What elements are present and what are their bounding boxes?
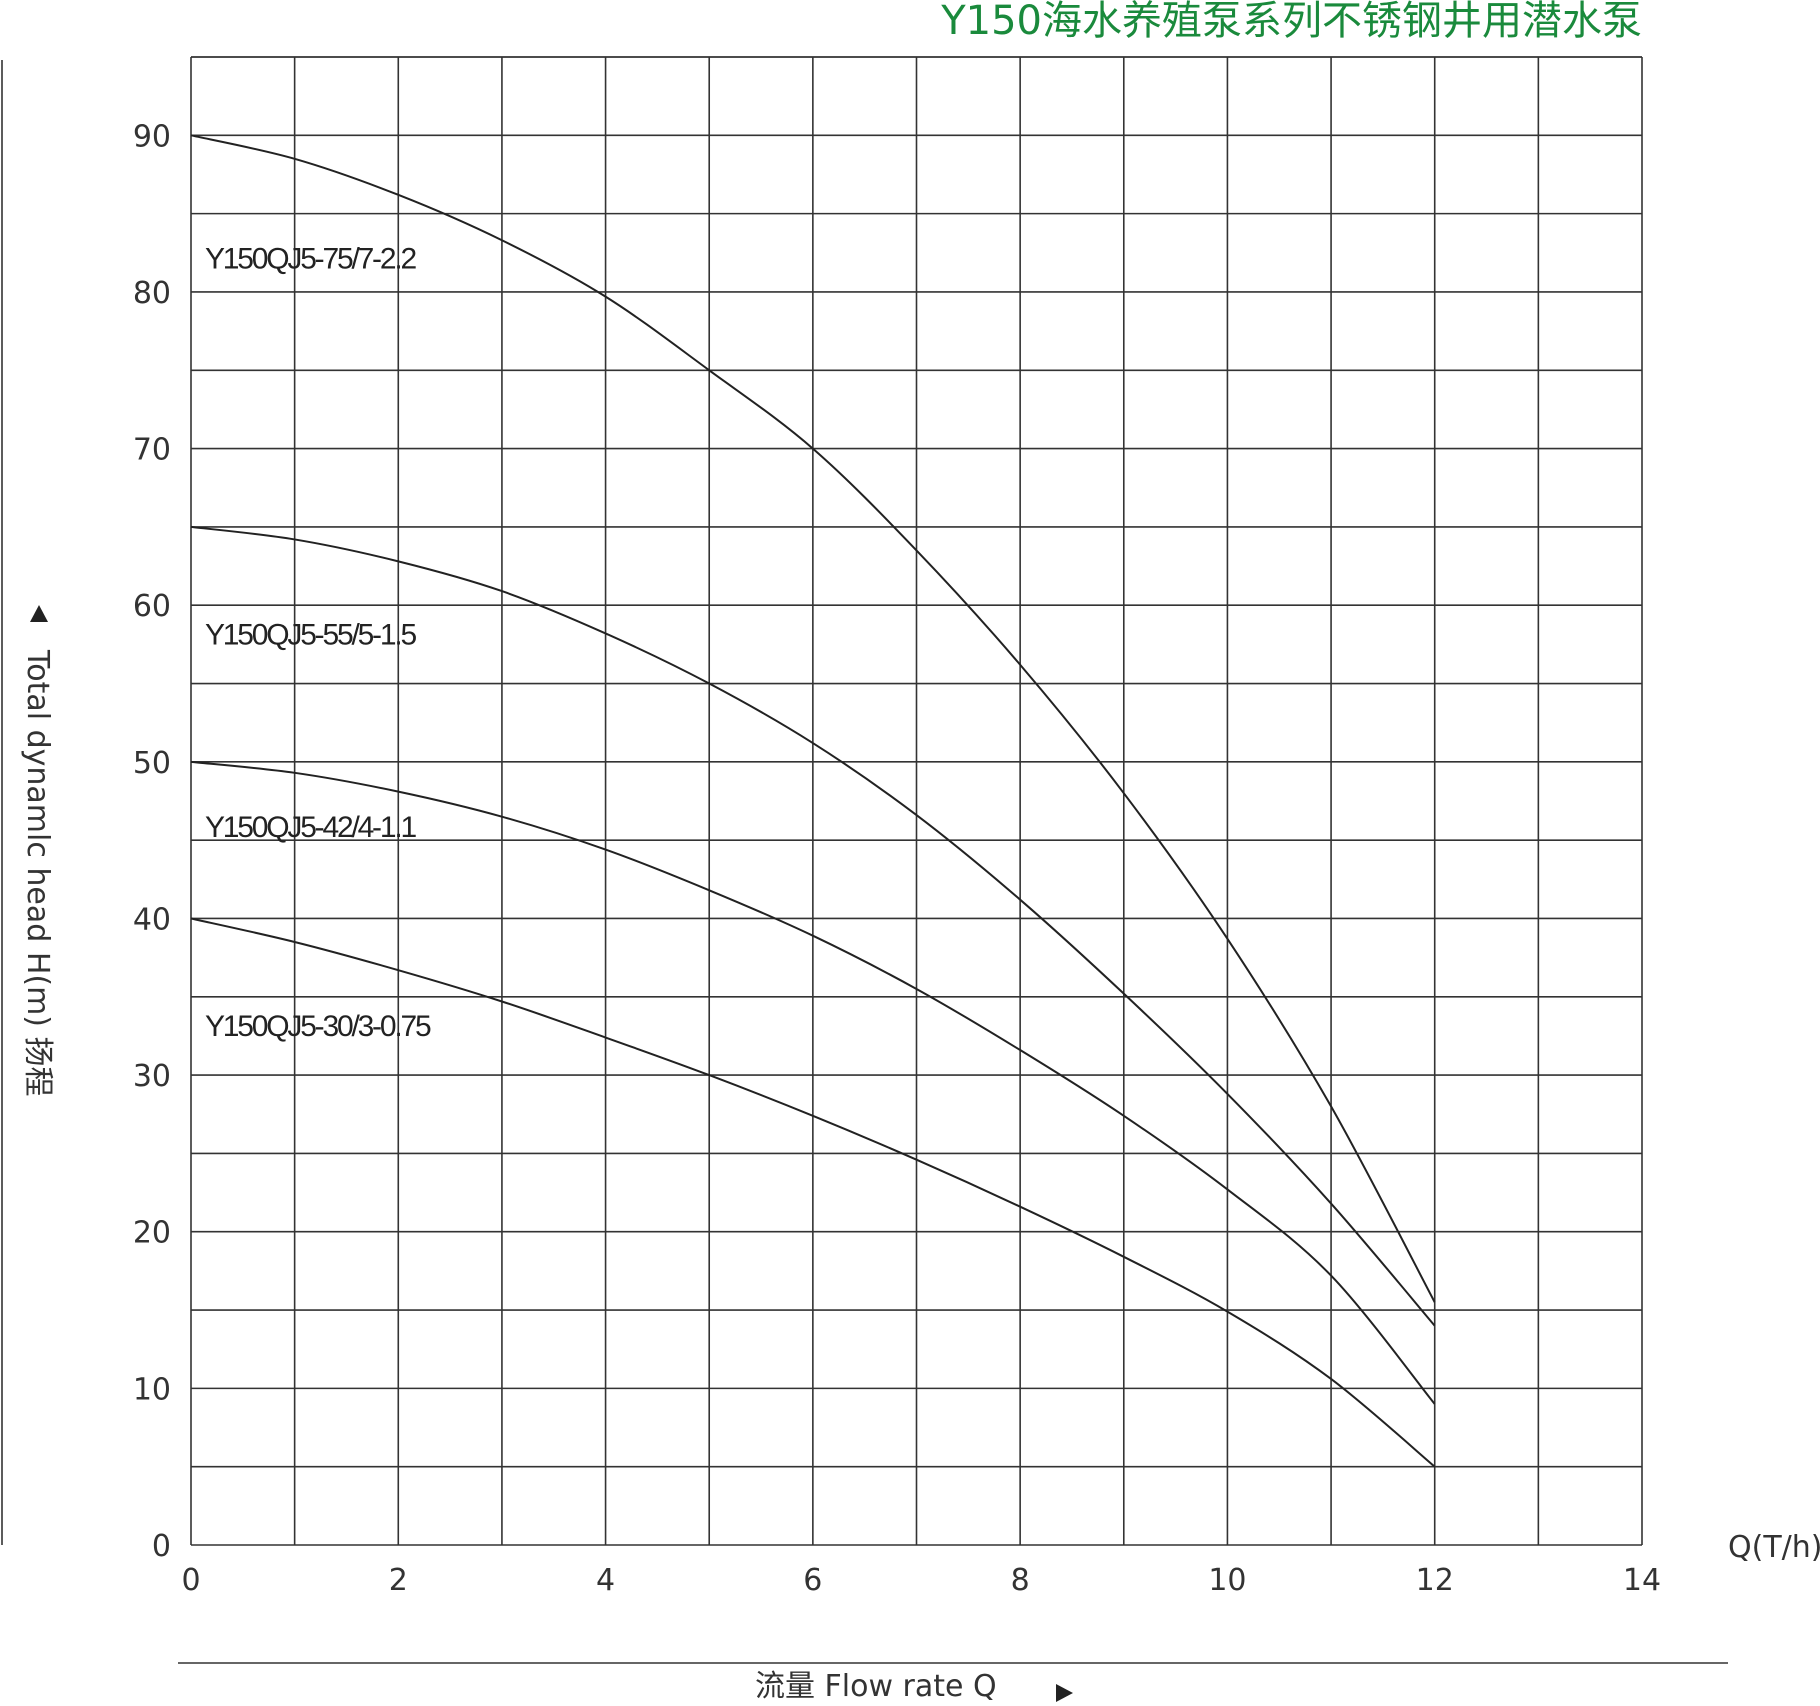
x-tick-label: 6 bbox=[803, 1563, 822, 1598]
y-tick-label: 10 bbox=[133, 1372, 171, 1407]
grid bbox=[190, 56, 1643, 1546]
series-label: Y150QJ5-75/7-2.2 bbox=[205, 242, 416, 275]
performance-curves bbox=[190, 134, 1436, 1468]
y-tick-labels: 0 10 20 30 40 50 60 70 80 90 bbox=[133, 119, 171, 1564]
y-tick-label: 60 bbox=[133, 589, 171, 624]
x-axis-unit-label: Q(T/h) bbox=[1728, 1530, 1820, 1565]
y-tick-label: 90 bbox=[133, 119, 171, 154]
x-tick-label: 2 bbox=[389, 1563, 408, 1598]
x-tick-label: 0 bbox=[181, 1563, 200, 1598]
series-labels: Y150QJ5-75/7-2.2 Y150QJ5-55/5-1.5 Y150QJ5-… bbox=[205, 242, 433, 1043]
x-tick-label: 12 bbox=[1416, 1563, 1454, 1598]
y-axis-title: Total dynamlc head H(m) 扬程 bbox=[20, 649, 55, 1097]
x-tick-label: 8 bbox=[1011, 1563, 1030, 1598]
y-tick-label: 40 bbox=[133, 902, 171, 937]
y-tick-label: 80 bbox=[133, 276, 171, 311]
x-tick-labels: 0 2 4 6 8 10 12 14 bbox=[181, 1563, 1661, 1598]
series-label: Y150QJ5-30/3-0.75 bbox=[205, 1010, 431, 1043]
series-line bbox=[190, 134, 1436, 1303]
series-line bbox=[190, 917, 1436, 1468]
y-tick-label: 30 bbox=[133, 1059, 171, 1094]
x-axis-title: 流量 Flow rate Q bbox=[755, 1669, 997, 1704]
x-tick-label: 10 bbox=[1208, 1563, 1246, 1598]
series-label: Y150QJ5-42/4-1.1 bbox=[205, 811, 416, 844]
y-tick-label: 70 bbox=[133, 433, 171, 468]
x-tick-label: 4 bbox=[596, 1563, 615, 1598]
y-axis-arrow-icon bbox=[30, 605, 48, 622]
chart-title: Y150海水养殖泵系列不锈钢井用潜水泵 bbox=[940, 0, 1642, 44]
y-tick-label: 20 bbox=[133, 1216, 171, 1251]
series-line bbox=[190, 760, 1436, 1405]
y-tick-label: 0 bbox=[152, 1529, 171, 1564]
y-tick-label: 50 bbox=[133, 746, 171, 781]
series-label: Y150QJ5-55/5-1.5 bbox=[205, 618, 416, 651]
series-line bbox=[190, 525, 1436, 1327]
x-tick-label: 14 bbox=[1623, 1563, 1661, 1598]
x-axis-arrow-icon bbox=[1056, 1684, 1073, 1702]
